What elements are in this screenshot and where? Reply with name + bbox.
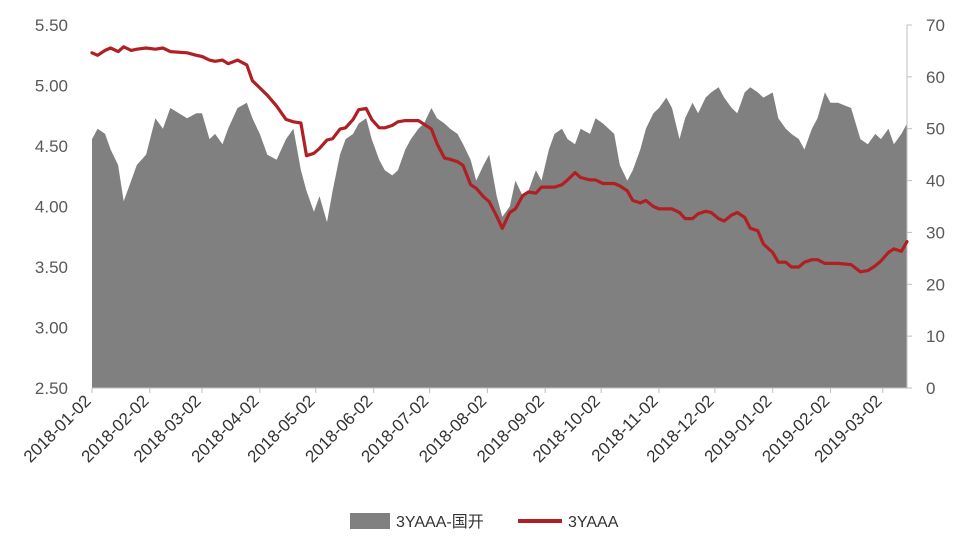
legend: 3YAAA-国开 3YAAA	[350, 513, 619, 531]
right-axis-tick-label: 30	[926, 223, 945, 242]
legend-label-line: 3YAAA	[568, 514, 619, 531]
legend-swatch-area	[350, 513, 390, 529]
left-axis-tick-label: 4.00	[35, 198, 68, 217]
right-axis-tick-label: 50	[926, 120, 945, 139]
axes-group	[92, 25, 908, 389]
right-axis-tick-label: 60	[926, 68, 945, 87]
line-series-group	[90, 45, 909, 274]
x-axis-ticks: 2018-01-022018-02-022018-03-022018-04-02…	[20, 388, 886, 466]
legend-label-area: 3YAAA-国开	[396, 514, 484, 531]
left-axis-ticks: 2.50 3.00 3.50 4.00 4.50 5.00 5.50	[35, 16, 68, 398]
left-axis-tick-label: 3.00	[35, 319, 68, 338]
line-series-3yaaa	[90, 45, 909, 274]
area-series-3yaaa-spread	[92, 87, 907, 388]
left-axis-tick-label: 4.50	[35, 137, 68, 156]
right-axis-tick-label: 70	[926, 16, 945, 35]
right-axis-tick-label: 0	[926, 379, 935, 398]
right-axis-ticks: 0 10 20 30 40 50 60 70	[907, 16, 945, 398]
left-axis-tick-label: 5.50	[35, 16, 68, 35]
left-axis-tick-label: 5.00	[35, 77, 68, 96]
area-series-group	[92, 87, 907, 388]
left-axis-tick-label: 2.50	[35, 379, 68, 398]
right-axis-tick-label: 20	[926, 275, 945, 294]
right-axis-tick-label: 40	[926, 172, 945, 191]
right-axis-tick-label: 10	[926, 327, 945, 346]
left-axis-tick-label: 3.50	[35, 258, 68, 277]
